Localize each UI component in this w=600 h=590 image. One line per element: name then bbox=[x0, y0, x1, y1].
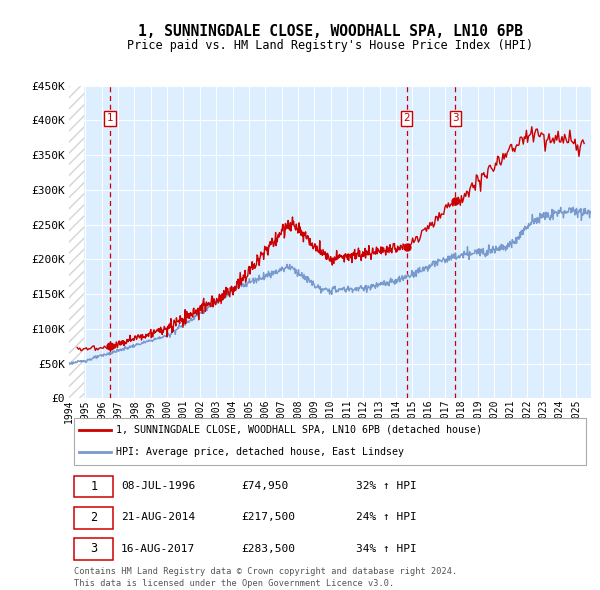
Text: £74,950: £74,950 bbox=[241, 481, 289, 491]
FancyBboxPatch shape bbox=[74, 476, 113, 497]
Text: 24% ↑ HPI: 24% ↑ HPI bbox=[356, 513, 417, 522]
Text: 08-JUL-1996: 08-JUL-1996 bbox=[121, 481, 196, 491]
Text: 34% ↑ HPI: 34% ↑ HPI bbox=[356, 544, 417, 554]
Text: HPI: Average price, detached house, East Lindsey: HPI: Average price, detached house, East… bbox=[116, 447, 404, 457]
FancyBboxPatch shape bbox=[74, 507, 113, 529]
Text: 32% ↑ HPI: 32% ↑ HPI bbox=[356, 481, 417, 491]
Bar bbox=[69, 86, 84, 398]
Text: 1: 1 bbox=[90, 480, 97, 493]
Text: Price paid vs. HM Land Registry's House Price Index (HPI): Price paid vs. HM Land Registry's House … bbox=[127, 39, 533, 52]
Text: 3: 3 bbox=[90, 542, 97, 555]
Text: 21-AUG-2014: 21-AUG-2014 bbox=[121, 513, 196, 522]
FancyBboxPatch shape bbox=[74, 418, 586, 465]
Text: £283,500: £283,500 bbox=[241, 544, 295, 554]
Text: This data is licensed under the Open Government Licence v3.0.: This data is licensed under the Open Gov… bbox=[74, 579, 394, 588]
Text: 1: 1 bbox=[107, 113, 113, 123]
Text: Contains HM Land Registry data © Crown copyright and database right 2024.: Contains HM Land Registry data © Crown c… bbox=[74, 567, 457, 576]
Text: 2: 2 bbox=[90, 511, 97, 524]
Text: £217,500: £217,500 bbox=[241, 513, 295, 522]
Text: 16-AUG-2017: 16-AUG-2017 bbox=[121, 544, 196, 554]
Text: 1, SUNNINGDALE CLOSE, WOODHALL SPA, LN10 6PB (detached house): 1, SUNNINGDALE CLOSE, WOODHALL SPA, LN10… bbox=[116, 425, 482, 435]
Bar bbox=[69, 86, 84, 398]
FancyBboxPatch shape bbox=[74, 538, 113, 560]
Text: 2: 2 bbox=[403, 113, 410, 123]
Text: 3: 3 bbox=[452, 113, 459, 123]
Text: 1, SUNNINGDALE CLOSE, WOODHALL SPA, LN10 6PB: 1, SUNNINGDALE CLOSE, WOODHALL SPA, LN10… bbox=[137, 24, 523, 38]
